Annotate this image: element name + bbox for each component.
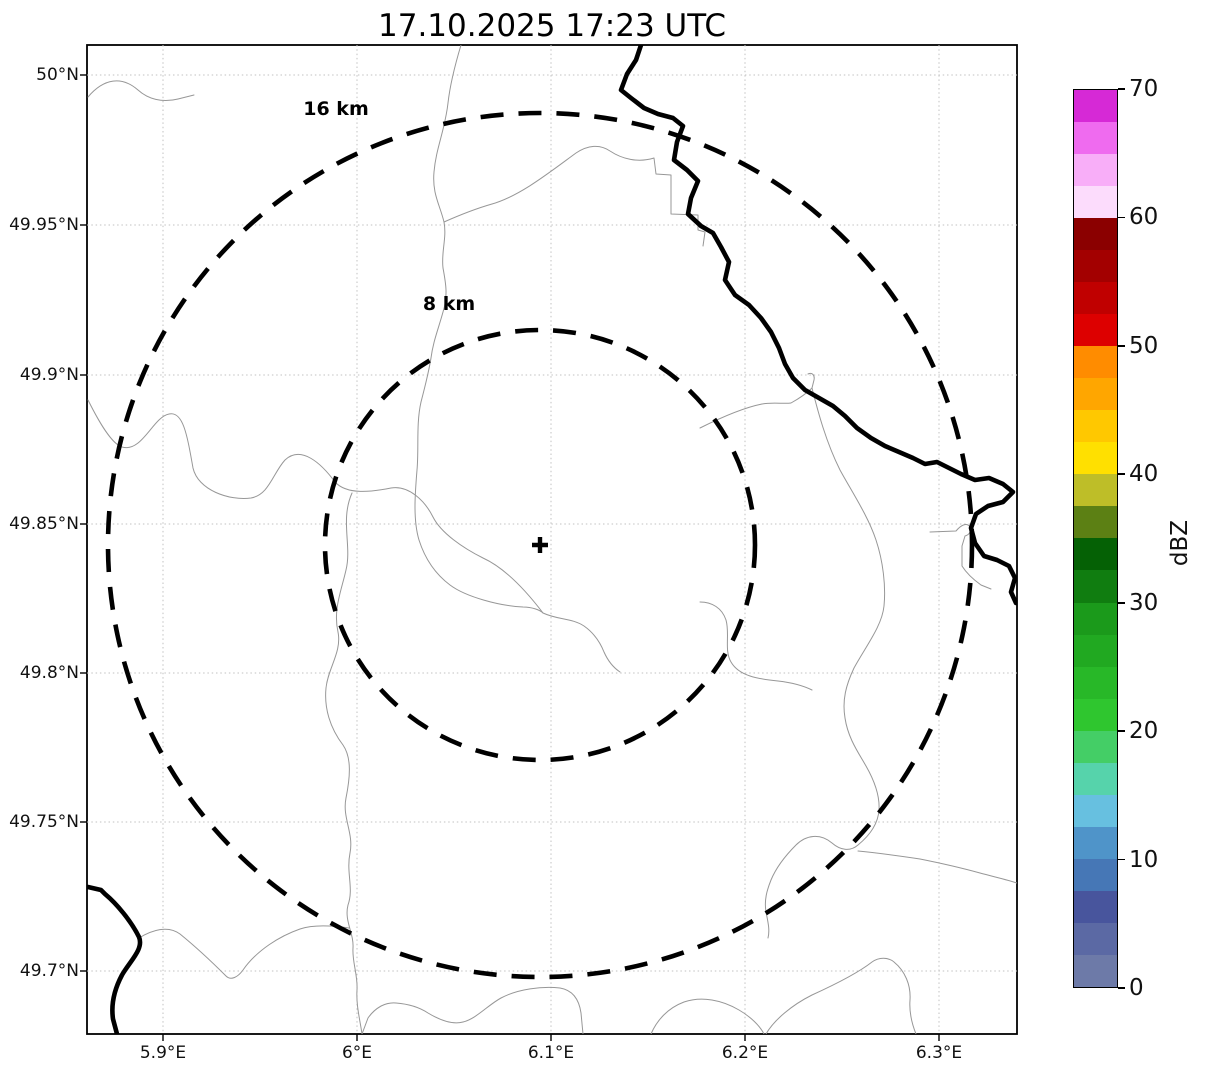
colorbar-tick-label: 20: [1129, 718, 1159, 745]
y-tick-label: 49.8°N: [19, 663, 79, 683]
y-tick-label: 49.95°N: [9, 215, 79, 235]
colorbar-segment: [1074, 698, 1117, 731]
colorbar-tick-label: 60: [1129, 204, 1159, 231]
y-tick-label: 49.75°N: [9, 812, 79, 832]
colorbar-segment: [1074, 794, 1117, 827]
colorbar-tick-mark: [1118, 88, 1125, 90]
country-border-line: [618, 45, 1017, 606]
x-tick-label: 6.1°E: [527, 1043, 575, 1063]
boundary-line: [929, 523, 992, 590]
colorbar-tick-mark: [1118, 345, 1125, 347]
colorbar-segment: [1074, 346, 1117, 379]
colorbar-segment: [1074, 474, 1117, 507]
x-tick-label: 6°E: [341, 1043, 373, 1063]
colorbar-segment: [1074, 506, 1117, 539]
colorbar-segment: [1074, 122, 1117, 155]
colorbar-tick-label: 70: [1129, 76, 1159, 102]
colorbar: [1073, 89, 1118, 988]
boundary-line: [699, 372, 815, 429]
thin-boundaries-layer: [87, 45, 1017, 1034]
colorbar-segment: [1074, 410, 1117, 443]
colorbar-segment: [1074, 90, 1117, 123]
x-tick-label: 6.3°E: [915, 1043, 963, 1063]
colorbar-segment: [1074, 762, 1117, 795]
colorbar-tick-mark: [1118, 858, 1125, 861]
boundary-line: [87, 399, 544, 614]
boundary-line: [414, 45, 544, 614]
radar-center-marker: [532, 537, 548, 553]
colorbar-segment: [1074, 602, 1117, 635]
colorbar-segment: [1074, 282, 1117, 315]
range-ring-label: 8 km: [422, 293, 476, 315]
colorbar-segment: [1074, 250, 1117, 283]
x-tick-label: 6.2°E: [721, 1043, 769, 1063]
colorbar-tick-label: 30: [1129, 589, 1159, 616]
colorbar-segment: [1074, 826, 1117, 859]
colorbar-segment: [1074, 666, 1117, 699]
thick-border-layer: [87, 45, 1017, 1034]
colorbar-segment: [1074, 538, 1117, 571]
colorbar-tick-mark: [1118, 216, 1125, 219]
figure-title: 17.10.2025 17:23 UTC: [378, 8, 726, 44]
colorbar-segment: [1074, 442, 1117, 475]
colorbar-segment: [1074, 218, 1117, 251]
range-ring-8km: [322, 327, 758, 763]
colorbar-tick-mark: [1118, 473, 1125, 476]
boundary-line: [699, 601, 813, 691]
plot-border: [86, 44, 1018, 1035]
grid-layer: [80, 45, 1017, 1041]
boundary-line: [857, 850, 1017, 884]
boundary-line: [325, 492, 363, 1034]
boundary-line: [87, 80, 195, 102]
x-tick-label: 5.9°E: [139, 1043, 187, 1063]
colorbar-segment: [1074, 730, 1117, 763]
boundary-line: [542, 612, 621, 673]
boundary-line: [764, 387, 886, 939]
y-tick-label: 49.85°N: [9, 514, 79, 534]
boundary-line: [765, 957, 917, 1034]
country-border-line: [87, 884, 143, 1034]
colorbar-tick-label: 10: [1129, 846, 1159, 873]
boundary-line: [650, 998, 765, 1034]
y-tick-label: 49.7°N: [19, 961, 79, 981]
y-tick-label: 49.9°N: [19, 365, 79, 385]
colorbar-tick-mark: [1118, 730, 1125, 732]
colorbar-segment: [1074, 954, 1117, 987]
colorbar-tick-label: 50: [1129, 332, 1159, 359]
boundary-line: [443, 145, 706, 247]
colorbar-tick-mark: [1118, 601, 1125, 604]
colorbar-tick-label: 40: [1129, 461, 1159, 488]
range-rings-layer: [105, 110, 975, 980]
colorbar-segment: [1074, 570, 1117, 603]
colorbar-segment: [1074, 634, 1117, 667]
range-ring-16km: [105, 110, 975, 980]
colorbar-segment: [1074, 890, 1117, 923]
colorbar-segment: [1074, 314, 1117, 347]
boundary-line: [361, 986, 584, 1034]
boundary-line: [138, 925, 350, 979]
colorbar-segment: [1074, 154, 1117, 187]
colorbar-tick-label: 0: [1129, 975, 1144, 1001]
colorbar-tick-mark: [1118, 987, 1125, 989]
colorbar-segment: [1074, 186, 1117, 219]
colorbar-segment: [1074, 922, 1117, 955]
range-ring-label: 16 km: [303, 98, 369, 120]
colorbar-segment: [1074, 378, 1117, 411]
colorbar-unit-label: dBZ: [1167, 519, 1193, 567]
colorbar-segment: [1074, 858, 1117, 891]
y-tick-label: 50°N: [36, 65, 79, 85]
